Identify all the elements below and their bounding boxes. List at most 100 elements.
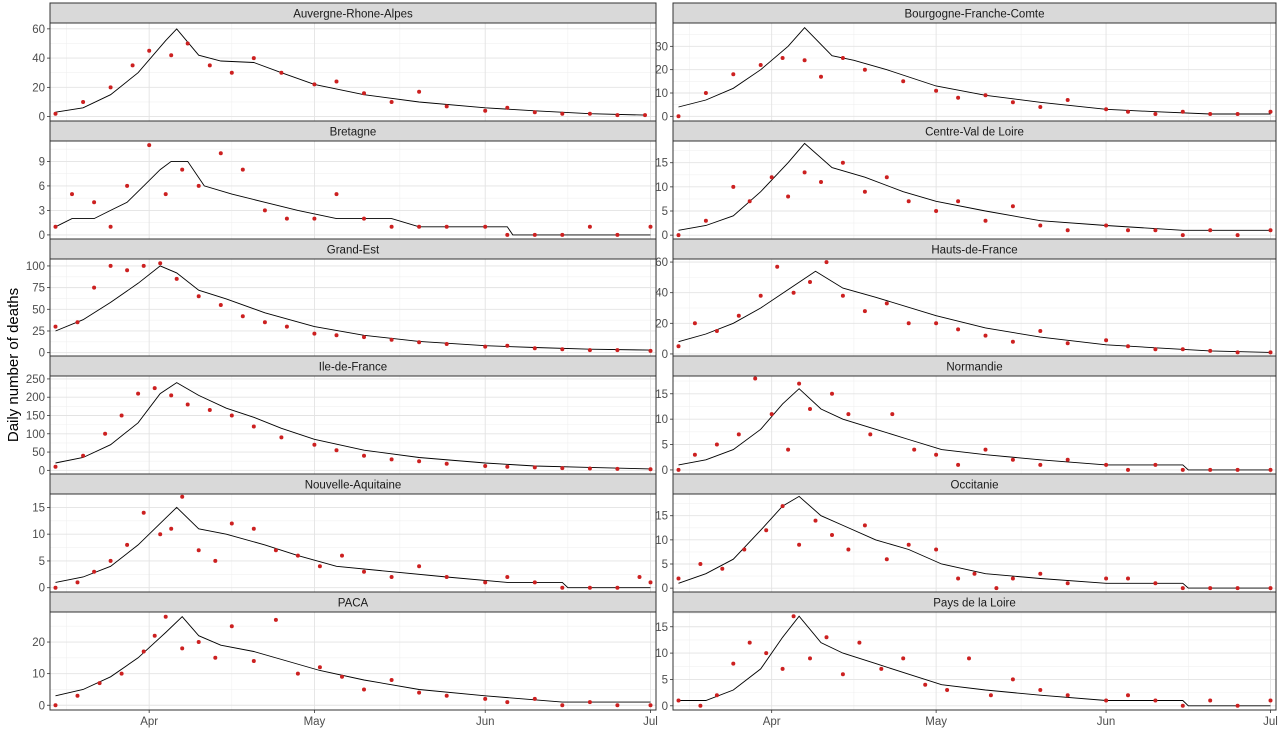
y-tick-label: 0 — [39, 230, 45, 242]
data-point — [75, 320, 80, 325]
data-point — [207, 408, 212, 412]
data-point — [312, 331, 317, 336]
x-tick-label: Jun — [476, 716, 495, 728]
data-point — [587, 348, 592, 353]
data-point — [714, 442, 719, 447]
data-point — [1126, 576, 1130, 581]
y-tick-label: 100 — [26, 429, 45, 441]
data-point — [362, 687, 366, 692]
data-point — [1208, 467, 1213, 472]
data-point — [483, 580, 488, 585]
panel-title: Hauts-de-France — [931, 245, 1017, 257]
data-point — [1153, 581, 1158, 586]
panel-background — [673, 141, 1276, 239]
data-point — [389, 337, 394, 342]
data-point — [560, 111, 565, 116]
data-point — [273, 548, 278, 553]
data-point — [714, 329, 719, 333]
y-tick-label: 20 — [32, 637, 45, 649]
data-point — [389, 457, 394, 462]
data-point — [1065, 341, 1070, 346]
data-point — [141, 510, 146, 515]
data-point — [1180, 703, 1185, 708]
data-point — [136, 391, 141, 396]
data-point — [444, 224, 449, 229]
data-point — [1268, 698, 1273, 703]
data-point — [417, 89, 422, 94]
data-point — [1010, 457, 1015, 462]
data-point — [736, 432, 741, 437]
y-tick-label: 250 — [26, 374, 45, 386]
data-point — [532, 346, 537, 351]
y-tick-label: 30 — [655, 41, 668, 53]
y-tick-label: 5 — [662, 206, 668, 218]
x-tick-label: Jul — [1263, 716, 1278, 728]
data-point — [362, 335, 366, 340]
data-point — [295, 553, 300, 558]
data-point — [615, 348, 620, 353]
data-point — [906, 199, 911, 204]
data-point — [1235, 350, 1240, 355]
data-point — [417, 340, 422, 345]
data-point — [505, 700, 510, 705]
data-point — [934, 209, 939, 213]
data-point — [1104, 698, 1109, 703]
data-point — [934, 452, 939, 457]
data-point — [780, 504, 785, 509]
data-point — [505, 575, 510, 579]
data-point — [125, 183, 130, 188]
y-tick-label: 150 — [26, 410, 45, 422]
data-point — [1268, 109, 1273, 114]
data-point — [747, 640, 752, 645]
data-point — [317, 564, 322, 569]
data-point — [444, 693, 449, 698]
y-tick-label: 5 — [662, 674, 668, 686]
data-point — [934, 88, 939, 93]
data-point — [714, 693, 719, 698]
panel-paca: PACA 0 10 20 Apr May Jun Jul — [32, 591, 658, 728]
data-point — [587, 111, 592, 116]
data-point — [483, 344, 488, 349]
y-tick-label: 5 — [39, 556, 45, 568]
data-point — [560, 585, 565, 590]
data-point — [53, 324, 58, 329]
data-point — [587, 224, 592, 229]
data-point — [229, 624, 234, 629]
data-point — [174, 276, 179, 281]
data-point — [312, 442, 317, 447]
data-point — [1126, 228, 1130, 233]
data-point — [240, 167, 245, 172]
data-point — [648, 224, 653, 229]
data-point — [1208, 586, 1213, 591]
data-point — [180, 494, 185, 499]
panel-background — [50, 612, 656, 710]
data-point — [786, 447, 791, 452]
data-point — [901, 79, 906, 84]
data-point — [1038, 462, 1043, 467]
data-point — [648, 348, 653, 353]
data-point — [75, 693, 80, 698]
data-point — [840, 672, 845, 677]
data-point — [169, 393, 174, 398]
y-tick-label: 15 — [655, 511, 668, 523]
x-tick-label: May — [925, 716, 947, 728]
data-point — [983, 218, 988, 223]
data-point — [163, 614, 168, 619]
data-point — [560, 466, 565, 471]
data-point — [119, 413, 124, 418]
data-point — [251, 526, 256, 531]
data-point — [1153, 228, 1158, 233]
data-point — [758, 63, 763, 67]
data-point — [1153, 112, 1158, 116]
y-tick-label: 10 — [655, 182, 668, 194]
data-point — [1208, 348, 1213, 353]
data-point — [879, 666, 884, 671]
data-point — [615, 703, 620, 708]
data-point — [1065, 98, 1070, 102]
data-point — [862, 309, 867, 314]
data-point — [1153, 347, 1158, 352]
data-point — [846, 412, 851, 417]
data-point — [284, 216, 289, 221]
y-tick-label: 0 — [39, 700, 45, 712]
data-point — [1126, 693, 1130, 698]
